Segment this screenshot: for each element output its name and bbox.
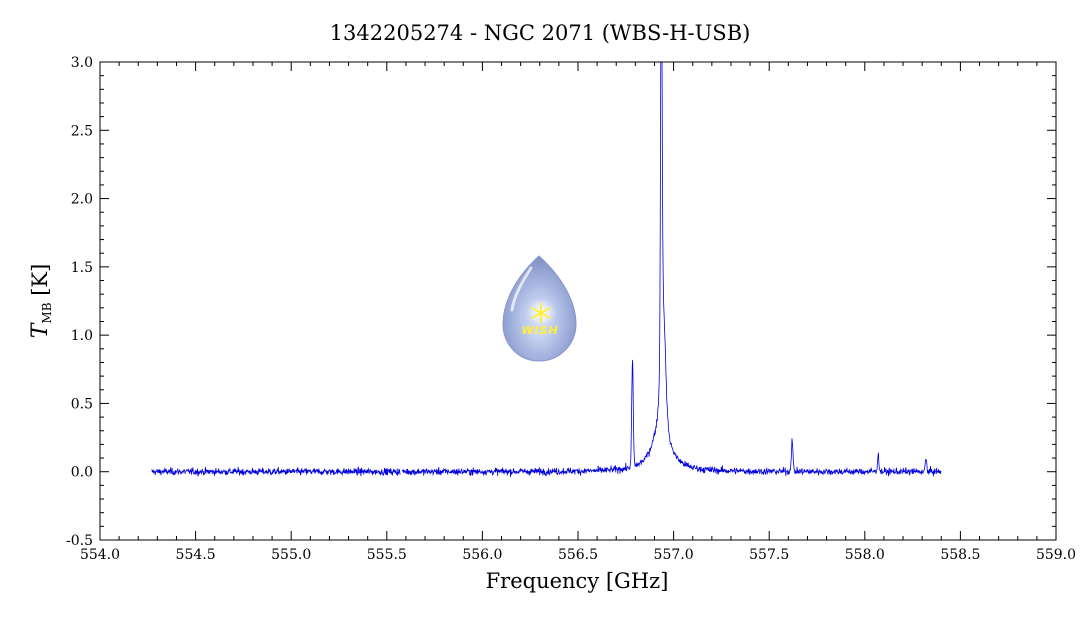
spectrum-series-line <box>151 62 942 478</box>
x-tick-label: 554.5 <box>176 547 216 563</box>
y-axis-label-sub: MB <box>40 302 54 323</box>
y-tick-label: 1.0 <box>71 328 93 344</box>
x-axis-label: Frequency [GHz] <box>486 569 669 593</box>
axis-ticks <box>99 61 1057 541</box>
y-axis-label-main: T <box>28 321 53 338</box>
chart-title: 1342205274 - NGC 2071 (WBS-H-USB) <box>330 21 751 45</box>
x-tick-label: 554.0 <box>80 547 120 563</box>
plot-frame <box>99 61 1057 541</box>
tick-labels: 554.0 554.5 555.0 555.5 556.0 556.5 557.0 557.5… <box>66 55 1076 563</box>
y-axis-label: TMB [K] <box>28 264 54 339</box>
logo-text: WISH <box>521 324 558 337</box>
x-tick-label: 558.5 <box>940 547 980 563</box>
wish-logo: WISH <box>502 255 577 362</box>
x-tick-label: 558.0 <box>845 547 885 563</box>
y-tick-label: -0.5 <box>66 533 93 549</box>
x-tick-label: 556.0 <box>462 547 502 563</box>
y-axis-label-unit: [K] <box>28 264 52 303</box>
x-tick-label: 557.5 <box>749 547 789 563</box>
y-tick-label: 1.5 <box>71 260 93 276</box>
x-tick-label: 556.5 <box>558 547 598 563</box>
x-tick-label: 555.5 <box>367 547 407 563</box>
x-tick-label: 559.0 <box>1036 547 1076 563</box>
y-tick-label: 0.5 <box>71 396 93 412</box>
y-tick-label: 2.0 <box>71 192 93 208</box>
y-tick-label: 3.0 <box>71 55 93 71</box>
y-tick-label: 0.0 <box>71 465 93 481</box>
x-tick-label: 555.0 <box>271 547 311 563</box>
y-tick-label: 2.5 <box>71 123 93 139</box>
x-tick-label: 557.0 <box>654 547 694 563</box>
